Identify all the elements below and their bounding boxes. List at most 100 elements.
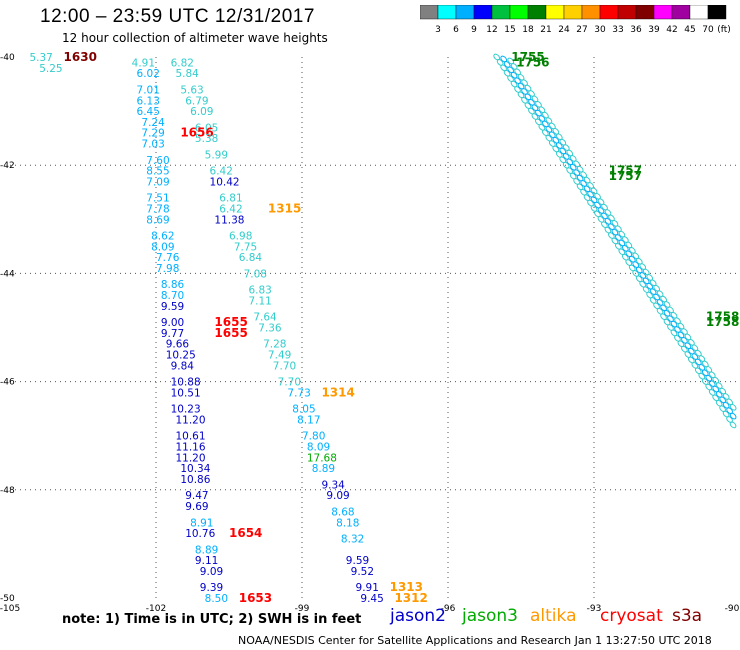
time-label: 1756 <box>516 55 549 69</box>
longitude-label: -105 <box>0 604 20 614</box>
color-scale-bar: 3 6 9 12 15 18 21 24 27 30 33 36 39 42 45 70 (ft) <box>420 5 731 35</box>
wave-height-value: 9.47 <box>185 490 208 502</box>
time-label: 1757 <box>609 169 642 183</box>
wave-height-value: 5.25 <box>39 63 62 75</box>
wave-height-value: 5.38 <box>195 133 218 145</box>
wave-height-value: 7.03 <box>141 139 164 151</box>
wave-height-value: 10.25 <box>166 350 196 362</box>
wave-height-value: 10.86 <box>180 474 210 486</box>
wave-height-value: 7.80 <box>302 431 325 443</box>
color-scale-label: 24 <box>558 25 570 35</box>
wave-height-value: 7.36 <box>258 323 282 335</box>
time-label: 1755 <box>511 50 544 64</box>
wave-height-value: 8.55 <box>146 166 169 178</box>
color-scale-label: 45 <box>684 25 695 35</box>
wave-height-value: 9.34 <box>321 479 345 491</box>
wave-height-value: 8.86 <box>161 279 185 291</box>
time-label: 1653 <box>239 591 272 605</box>
time-label: 1312 <box>394 591 427 605</box>
wave-height-value: 6.79 <box>185 95 208 107</box>
color-scale-label: 15 <box>504 25 515 35</box>
wave-height-value: 7.60 <box>146 155 169 167</box>
wave-height-value: 8.89 <box>195 544 218 556</box>
wave-height-value: 6.05 <box>195 122 218 134</box>
color-scale-label: 18 <box>522 25 534 35</box>
wave-height-value: 8.05 <box>292 404 315 416</box>
axis-tick-labels: -105 -102 -99 -96 -93 -90 -40 -42 -44 -46 -48 -50 <box>0 53 740 614</box>
wave-height-value: 8.91 <box>190 517 213 529</box>
wave-height-value: 8.70 <box>161 290 184 302</box>
wave-height-value: 9.84 <box>171 360 195 372</box>
legend-jason2: jason2 <box>390 606 446 626</box>
wave-height-value: 8.69 <box>146 214 169 226</box>
latitude-label: -46 <box>0 378 15 388</box>
wave-height-value: 5.37 <box>29 52 52 64</box>
track-marker <box>729 403 737 411</box>
time-label: 1758 <box>706 315 739 329</box>
wave-height-value: 7.78 <box>146 203 169 215</box>
wave-height-value: 9.59 <box>346 555 369 567</box>
wave-height-value: 7.24 <box>141 117 165 129</box>
latitude-label: -44 <box>0 269 15 279</box>
time-label: 1630 <box>64 50 97 64</box>
wave-height-value: 10.76 <box>185 528 215 540</box>
legend-altika: altika <box>530 606 577 626</box>
wave-height-value: 4.91 <box>132 57 155 69</box>
wave-height-value: 6.83 <box>248 285 271 297</box>
wave-height-value: 7.09 <box>146 176 169 188</box>
track-marker <box>729 421 737 429</box>
color-scale-label: 12 <box>486 25 497 35</box>
wave-height-value: 9.91 <box>356 582 379 594</box>
wave-height-value: 7.49 <box>268 350 291 362</box>
wave-height-value: 9.45 <box>360 593 383 605</box>
satellite-track-diagonal <box>493 53 737 429</box>
wave-height-value: 9.69 <box>185 501 208 513</box>
color-scale-label: 42 <box>666 25 677 35</box>
time-label: 1315 <box>268 201 301 215</box>
wave-height-value: 8.09 <box>151 241 174 253</box>
color-scale-label: 27 <box>576 25 587 35</box>
wave-height-value: 7.28 <box>263 339 286 351</box>
wave-height-value: 6.82 <box>171 57 194 69</box>
color-scale-unit: (ft) <box>717 25 731 35</box>
wave-height-value: 10.42 <box>210 176 240 188</box>
wave-height-value: 8.68 <box>331 506 354 518</box>
map-subtitle: 12 hour collection of altimeter wave hei… <box>62 31 328 45</box>
wave-height-value: 7.64 <box>253 312 277 324</box>
longitude-label: -93 <box>587 604 602 614</box>
wave-height-value: 9.11 <box>195 555 218 567</box>
wave-height-value: 7.70 <box>278 377 301 389</box>
latitude-label: -48 <box>0 486 15 496</box>
wave-height-value: 5.84 <box>175 68 199 80</box>
color-scale-label: 36 <box>630 25 642 35</box>
wave-height-value: 9.00 <box>161 317 184 329</box>
wave-height-value: 9.66 <box>166 339 190 351</box>
wave-height-value: 6.13 <box>137 95 160 107</box>
wave-height-value: 8.18 <box>336 517 359 529</box>
wave-height-value: 10.61 <box>175 431 205 443</box>
color-scale-label: 9 <box>471 25 477 35</box>
wave-height-value: 8.17 <box>297 414 320 426</box>
time-label: 1314 <box>321 385 354 399</box>
longitude-label: -96 <box>441 604 456 614</box>
wave-height-value: 17.68 <box>307 452 337 464</box>
wave-height-value: 7.01 <box>137 84 160 96</box>
wave-height-value: 6.02 <box>137 68 160 80</box>
wave-height-value: 6.42 <box>210 166 233 178</box>
wave-height-value: 7.08 <box>244 268 267 280</box>
time-label: 1758 <box>706 310 739 324</box>
wave-height-value: 7.51 <box>146 193 169 205</box>
color-scale-label: 33 <box>612 25 623 35</box>
wave-height-value: 5.99 <box>205 149 228 161</box>
wave-height-value: 9.77 <box>161 328 184 340</box>
wave-height-value: 9.52 <box>351 566 374 578</box>
color-scale-label: 21 <box>540 25 551 35</box>
wave-height-value: 6.45 <box>137 106 160 118</box>
wave-height-value: 8.32 <box>341 533 364 545</box>
latitude-label: -42 <box>0 161 15 171</box>
time-label: 1757 <box>609 164 642 178</box>
wave-height-value: 8.09 <box>307 442 330 454</box>
wave-height-value: 6.81 <box>219 193 242 205</box>
wave-height-value: 7.29 <box>141 128 164 140</box>
